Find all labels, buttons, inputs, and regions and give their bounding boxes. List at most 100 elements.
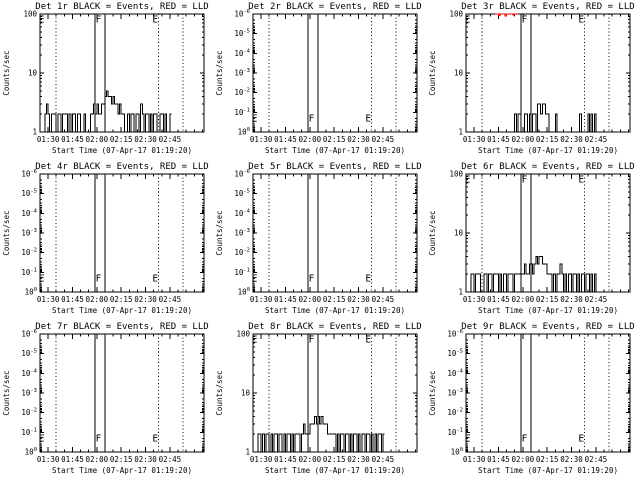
y-tick-label: 10-6	[21, 169, 37, 179]
y-tick-label: 10-6	[234, 169, 250, 179]
x-tick-label: 02:30	[347, 295, 370, 304]
flag-letter-e: E	[152, 273, 158, 284]
y-axis-label: Counts/sec	[215, 210, 224, 255]
panel-title: Det 4r BLACK = Events, RED = LLD	[35, 162, 208, 172]
flag-letter-f: F	[309, 273, 315, 284]
y-tick-label: 10-1	[234, 267, 250, 277]
y-tick-label: 10-3	[21, 228, 37, 238]
x-tick-label: 02:15	[323, 135, 346, 144]
y-tick-label: 10-2	[447, 408, 463, 418]
flag-letter-e: E	[365, 273, 371, 284]
x-tick-label: 01:45	[274, 295, 297, 304]
y-tick-label: 10-2	[21, 408, 37, 418]
y-tick-label: 100	[23, 10, 37, 19]
y-axis-label: Counts/sec	[2, 50, 11, 95]
x-tick-label: 01:30	[250, 455, 273, 464]
y-tick-label: 100	[238, 287, 250, 297]
chart-canvas: 01:30 01:45 02:00 02:15 02:30 02:45 100 10 1 E F ED…	[428, 162, 635, 315]
flag-letter-f: F	[522, 175, 528, 186]
flag-letter-e: E	[39, 273, 45, 284]
x-tick-label: 01:30	[37, 295, 60, 304]
flag-letter-e: E	[152, 15, 158, 26]
flag-letter-f: F	[96, 273, 102, 284]
x-axis-label: Start Time (07-Apr-17 01:19:20)	[52, 306, 192, 315]
flag-letter-f: F	[309, 335, 315, 346]
panel-det-4r: 01:30 01:45 02:00 02:15 02:30 02:45 10-6 10-5 10…	[0, 160, 213, 320]
y-tick-label: 100	[449, 170, 463, 179]
x-tick-label: 02:00	[512, 455, 535, 464]
y-tick-label: 10	[454, 229, 464, 238]
y-tick-label: 100	[25, 287, 37, 297]
x-tick-label: 02:00	[299, 295, 322, 304]
plot-frame	[252, 173, 418, 293]
flag-letter-f: F	[96, 15, 102, 26]
y-tick-label: 10-6	[21, 329, 37, 339]
x-axis-label: Start Time (07-Apr-17 01:19:20)	[265, 306, 405, 315]
x-tick-label: 02:00	[299, 455, 322, 464]
flag-letter-e: E	[578, 433, 584, 444]
x-tick-label: 02:45	[372, 135, 395, 144]
panel-det-1r: 01:30 01:45 02:00 02:15 02:30 02:45 100 10 1 E F E D…	[0, 0, 213, 160]
y-tick-label: 10-1	[21, 427, 37, 437]
chart-canvas: 01:30 01:45 02:00 02:15 02:30 02:45 10-6 10-5 10…	[2, 322, 209, 475]
x-tick-label: 02:45	[585, 135, 608, 144]
x-tick-label: 01:30	[37, 135, 60, 144]
x-tick-label: 02:45	[159, 455, 182, 464]
series-events	[514, 103, 597, 132]
chart-canvas: 01:30 01:45 02:00 02:15 02:30 02:45 10-6 10-5 10…	[2, 162, 209, 315]
y-tick-label: 10-6	[234, 9, 250, 19]
x-tick-label: 01:30	[463, 455, 486, 464]
panel-title: Det 8r BLACK = Events, RED = LLD	[248, 322, 421, 332]
y-tick-label: 10-6	[447, 329, 463, 339]
y-tick-label: 1	[32, 128, 37, 137]
x-tick-label: 01:30	[463, 295, 486, 304]
x-axis-label: Start Time (07-Apr-17 01:19:20)	[478, 146, 618, 155]
panel-title: Det 2r BLACK = Events, RED = LLD	[248, 2, 421, 12]
y-tick-label: 1	[245, 448, 250, 457]
chart-canvas: 01:30 01:45 02:00 02:15 02:30 02:45 10-6 10-5 10…	[428, 322, 635, 475]
panel-det-3r: 01:30 01:45 02:00 02:15 02:30 02:45 100 10 1 E F E D…	[426, 0, 640, 160]
y-tick-label: 10-3	[447, 388, 463, 398]
x-tick-label: 01:45	[61, 295, 84, 304]
x-tick-label: 02:30	[560, 455, 583, 464]
flag-letter-e: E	[365, 335, 371, 346]
y-tick-label: 10-3	[234, 228, 250, 238]
x-tick-label: 02:00	[299, 135, 322, 144]
x-tick-label: 02:15	[536, 135, 559, 144]
x-axis-label: Start Time (07-Apr-17 01:19:20)	[478, 306, 618, 315]
y-tick-label: 10-4	[234, 48, 250, 58]
flag-letter-e: E	[465, 175, 471, 186]
series-events	[470, 256, 598, 293]
x-tick-label: 02:15	[323, 455, 346, 464]
y-tick-label: 10-5	[21, 189, 37, 199]
y-tick-label: 10-5	[21, 349, 37, 359]
y-axis-label: Counts/sec	[428, 370, 437, 415]
x-tick-label: 02:15	[110, 135, 133, 144]
x-axis-label: Start Time (07-Apr-17 01:19:20)	[52, 146, 192, 155]
y-tick-label: 10-4	[447, 368, 463, 378]
y-tick-label: 10-5	[234, 29, 250, 39]
flag-letter-e: E	[578, 175, 584, 186]
x-tick-label: 02:00	[512, 295, 535, 304]
x-tick-label: 02:45	[372, 455, 395, 464]
y-tick-label: 10-1	[234, 107, 250, 117]
panel-det-6r: 01:30 01:45 02:00 02:15 02:30 02:45 100 10 1 E F E D…	[426, 160, 640, 320]
y-axis-label: Counts/sec	[428, 50, 437, 95]
x-tick-label: 02:00	[86, 295, 109, 304]
y-tick-label: 10	[454, 69, 464, 78]
y-tick-label: 10-4	[21, 208, 37, 218]
panel-det-7r: 01:30 01:45 02:00 02:15 02:30 02:45 10-6 10-5 10…	[0, 320, 213, 480]
x-axis-label: Start Time (07-Apr-17 01:19:20)	[478, 466, 618, 475]
y-tick-label: 100	[238, 127, 250, 137]
x-tick-label: 01:45	[487, 295, 510, 304]
x-tick-label: 02:30	[134, 455, 157, 464]
y-tick-label: 100	[451, 447, 463, 457]
x-tick-label: 02:30	[134, 295, 157, 304]
x-tick-label: 02:15	[536, 295, 559, 304]
flag-letter-e: E	[39, 15, 45, 26]
flag-letter-e: E	[465, 433, 471, 444]
chart-canvas: 01:30 01:45 02:00 02:15 02:30 02:45 10-6 10-5 10…	[215, 2, 422, 155]
x-tick-label: 02:15	[110, 455, 133, 464]
y-axis-label: Counts/sec	[428, 210, 437, 255]
